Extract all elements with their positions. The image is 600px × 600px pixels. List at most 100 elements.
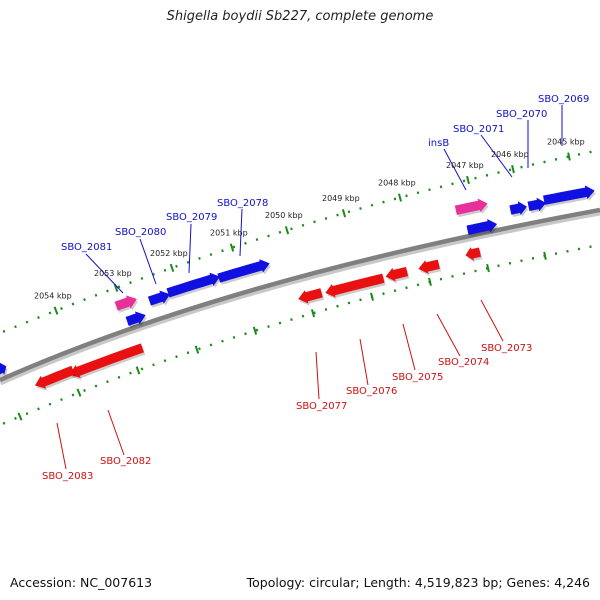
minor-tick xyxy=(48,311,52,315)
minor-tick xyxy=(117,375,121,379)
major-tick xyxy=(284,226,290,235)
major-tick xyxy=(229,243,235,252)
major-tick xyxy=(17,412,23,421)
minor-tick xyxy=(451,182,454,186)
gene-arrow-sbo-2070 xyxy=(527,197,547,212)
label-sbo-2070: SBO_2070 xyxy=(496,109,547,120)
minor-tick xyxy=(382,292,385,296)
minor-tick xyxy=(462,272,466,276)
kbp-label: 2046 kbp xyxy=(491,150,529,159)
minor-tick xyxy=(520,165,523,169)
minor-tick xyxy=(336,213,339,217)
minor-tick xyxy=(255,238,259,242)
minor-tick xyxy=(117,285,121,289)
minor-tick xyxy=(359,207,362,210)
minor-tick xyxy=(508,261,512,265)
minor-tick xyxy=(255,328,259,332)
minor-tick xyxy=(209,253,213,257)
minor-tick xyxy=(198,347,201,351)
kbp-label: 2051 kbp xyxy=(210,229,248,238)
minor-tick xyxy=(163,359,167,363)
upper-tick-track xyxy=(2,150,592,333)
kbp-label: 2045 kbp xyxy=(547,138,585,147)
label-sbo-2073-leader xyxy=(480,299,504,342)
gene-arrow-insb xyxy=(454,198,488,215)
minor-tick xyxy=(60,306,63,310)
label-sbo-2075: SBO_2075 xyxy=(392,372,443,383)
minor-tick xyxy=(359,298,362,302)
major-tick xyxy=(397,193,403,202)
minor-tick xyxy=(48,402,52,406)
gene-arrow-sbo-2073 xyxy=(465,246,481,261)
labels: 2045 kbp 2046 kbp 2047 kbp 2048 kbp 2049 kbp… xyxy=(34,94,589,482)
label-insb-leader xyxy=(443,148,467,191)
minor-tick xyxy=(140,276,144,280)
minor-tick xyxy=(94,293,98,297)
label-sbo-2074-leader xyxy=(436,313,461,357)
major-tick xyxy=(567,152,571,161)
minor-tick xyxy=(152,272,155,276)
minor-tick xyxy=(267,234,270,238)
label-sbo-2079-leader xyxy=(188,223,192,274)
minor-tick xyxy=(439,277,443,281)
gene-features xyxy=(0,185,596,391)
minor-tick xyxy=(129,371,132,375)
label-sbo-2075-leader xyxy=(402,323,416,371)
minor-tick xyxy=(290,227,293,231)
minor-tick xyxy=(347,301,351,305)
kbp-label: 2047 kbp xyxy=(446,161,484,170)
minor-tick xyxy=(186,351,190,355)
major-tick xyxy=(428,277,432,286)
minor-tick xyxy=(290,318,293,321)
minor-tick xyxy=(543,160,546,164)
minor-tick xyxy=(221,339,224,343)
minor-tick xyxy=(175,264,178,268)
major-tick xyxy=(511,165,515,174)
minor-tick xyxy=(451,274,454,278)
label-sbo-2081: SBO_2081 xyxy=(61,242,112,253)
gene-arrow-sbo-2083 xyxy=(34,365,75,389)
minor-tick xyxy=(25,412,29,416)
minor-tick xyxy=(14,325,17,329)
gene-arrow-sbo-2077 xyxy=(298,288,323,304)
gene-arrow-sbo-2074 xyxy=(418,259,440,274)
tick-marks xyxy=(2,150,592,425)
minor-tick xyxy=(129,281,132,285)
major-tick xyxy=(135,366,141,375)
minor-tick xyxy=(232,245,236,249)
label-sbo-2074: SBO_2074 xyxy=(438,357,489,368)
major-tick xyxy=(252,326,258,335)
minor-tick xyxy=(382,200,385,204)
minor-tick xyxy=(83,298,86,302)
major-tick xyxy=(310,309,316,318)
gene-arrow-sbo-2078 xyxy=(217,259,270,283)
label-sbo-2076-leader xyxy=(359,338,369,386)
minor-tick xyxy=(313,220,316,224)
kbp-label: 2049 kbp xyxy=(322,194,360,203)
label-sbo-2069: SBO_2069 xyxy=(538,94,589,105)
label-sbo-2080: SBO_2080 xyxy=(115,227,166,238)
minor-tick xyxy=(439,185,443,189)
minor-tick xyxy=(566,155,569,159)
minor-tick xyxy=(347,210,351,214)
label-sbo-2076: SBO_2076 xyxy=(346,386,397,397)
major-tick xyxy=(486,263,490,273)
minor-tick xyxy=(428,188,431,192)
gene-arrow-left-edge xyxy=(0,362,7,376)
major-tick xyxy=(194,345,200,354)
gene-arrow-sbo-2080 xyxy=(147,290,171,306)
minor-tick xyxy=(462,179,466,183)
minor-tick xyxy=(485,173,489,177)
minor-tick xyxy=(278,321,282,325)
minor-tick xyxy=(14,416,17,420)
label-sbo-2078-leader xyxy=(239,208,243,257)
minor-tick xyxy=(221,249,224,253)
minor-tick xyxy=(140,367,144,371)
label-sbo-2083: SBO_2083 xyxy=(42,471,93,482)
map-title: Shigella boydii Sb227, complete genome xyxy=(166,9,434,24)
label-sbo-2071-leader xyxy=(480,134,513,178)
minor-tick xyxy=(393,289,397,293)
minor-tick xyxy=(175,355,178,359)
minor-tick xyxy=(313,311,316,315)
